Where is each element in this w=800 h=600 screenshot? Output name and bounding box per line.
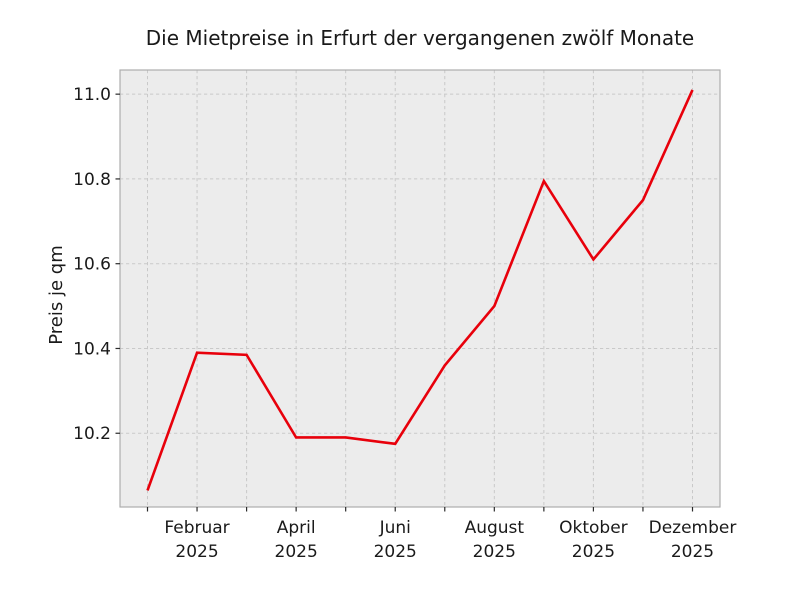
x-tick-label-year: 2025 — [175, 542, 218, 562]
price-line — [146, 89, 694, 491]
axes-frame — [119, 69, 721, 508]
y-tick-label: 10.2 — [73, 424, 111, 444]
plot-panel — [120, 70, 720, 507]
tick-label-layer: 10.2 10.4 10.6 10.8 11.0 Februar 2025 April 2025… — [73, 85, 736, 562]
x-tick-label-year: 2025 — [374, 542, 417, 562]
x-tick-label-year: 2025 — [671, 542, 714, 562]
x-tick-label-month: April — [277, 518, 316, 538]
x-tick-label-month: Februar — [164, 518, 229, 538]
x-tick-label-month: Oktober — [559, 518, 628, 538]
y-tick-label: 11.0 — [73, 85, 111, 105]
series-layer — [146, 89, 694, 491]
chart-title: Die Mietpreise in Erfurt der vergangenen… — [146, 26, 694, 50]
x-tick-label-year: 2025 — [275, 542, 318, 562]
x-tick-label-year: 2025 — [473, 542, 516, 562]
x-tick-label-month: August — [465, 518, 525, 538]
y-tick-label: 10.4 — [73, 339, 111, 359]
x-tick-label-month: Juni — [379, 518, 411, 538]
plot-background-layer — [120, 70, 720, 507]
y-tick-label: 10.6 — [73, 255, 111, 275]
gridline-layer — [120, 70, 720, 507]
axes-frame-layer — [119, 69, 721, 508]
y-tick-label: 10.8 — [73, 170, 111, 190]
tick-layer — [115, 93, 694, 512]
x-tick-label-month: Dezember — [649, 518, 737, 538]
y-axis-label: Preis je qm — [46, 245, 67, 344]
x-tick-label-year: 2025 — [572, 542, 615, 562]
